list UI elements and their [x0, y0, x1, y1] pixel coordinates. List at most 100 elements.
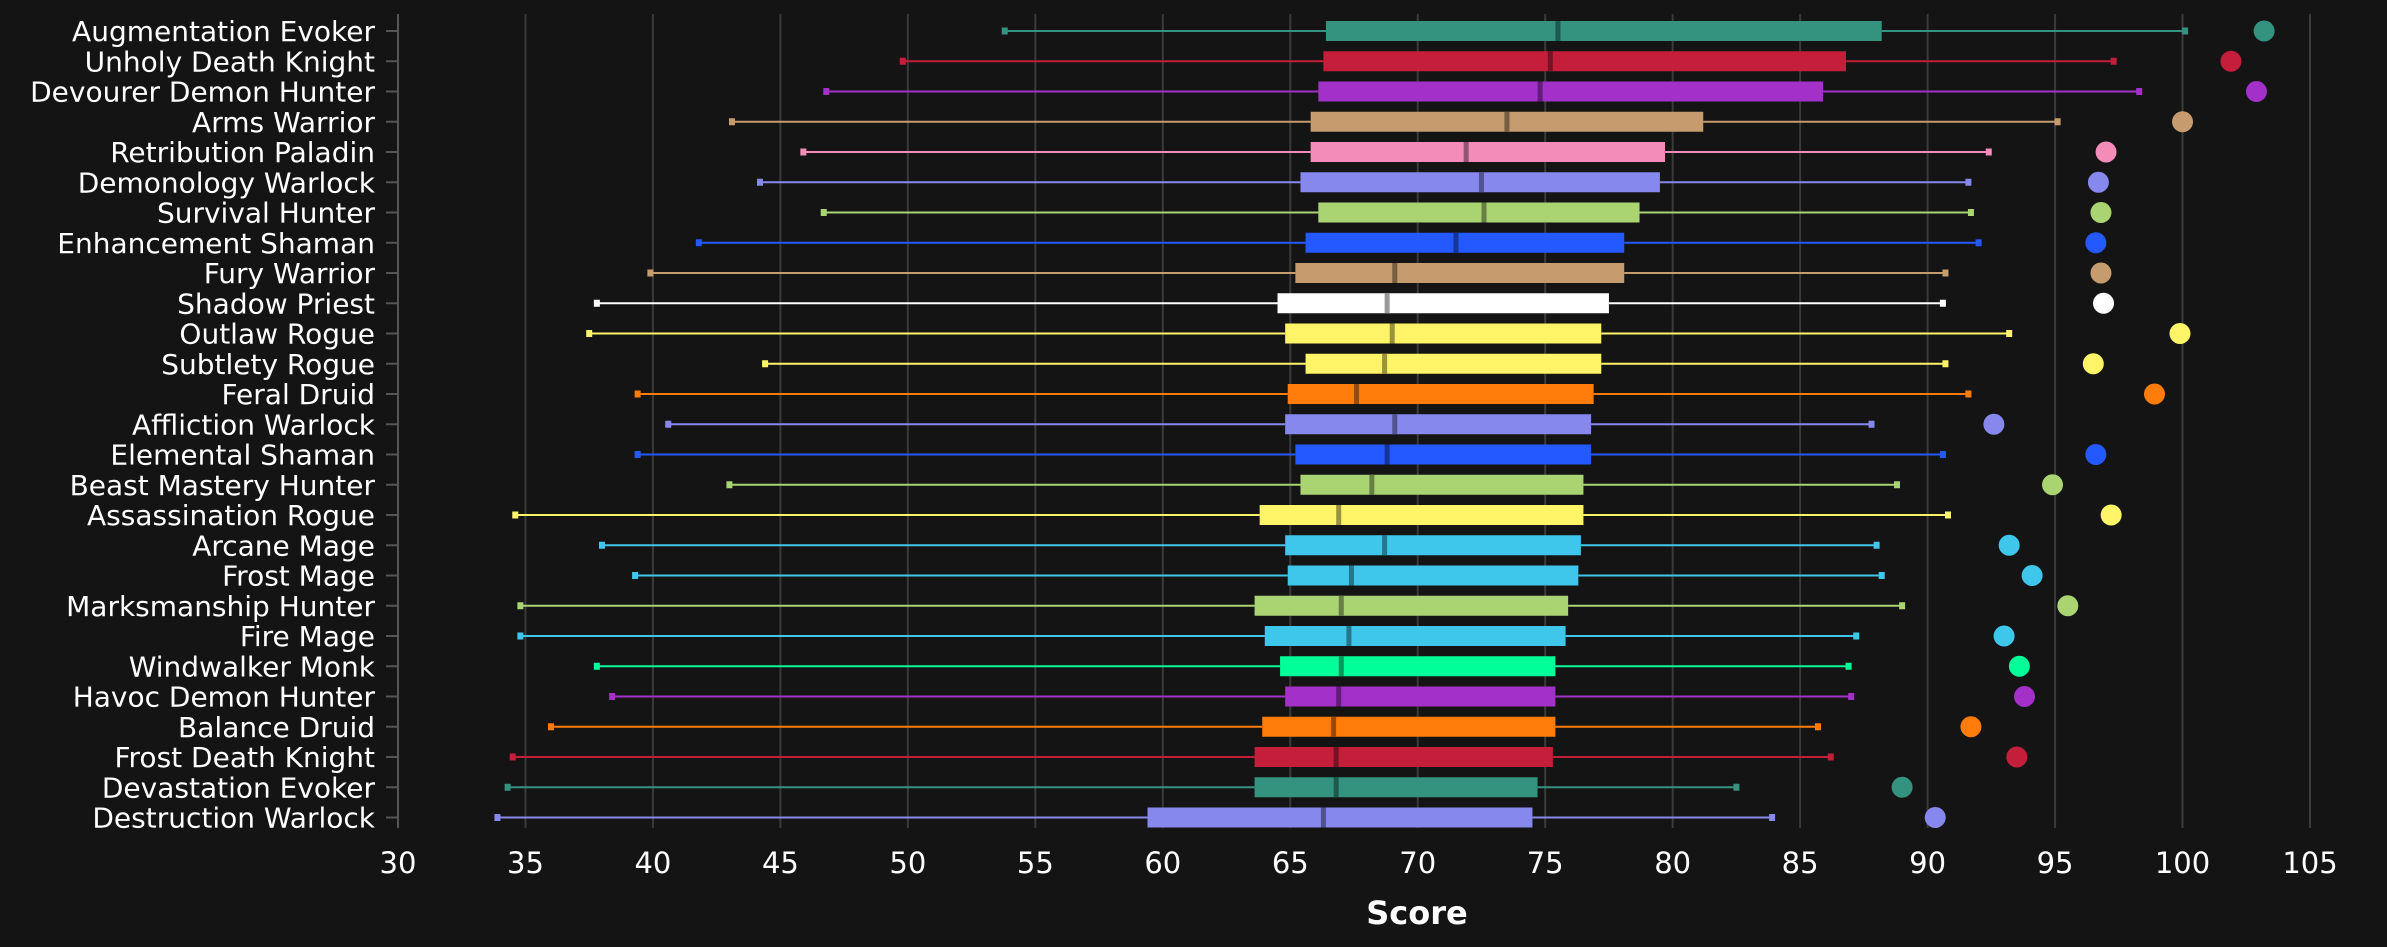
whisker-cap-max [1878, 572, 1885, 579]
whisker-cap-min [800, 148, 807, 156]
whisker-cap-max [1827, 753, 1834, 761]
category-label: Frost Mage [222, 560, 375, 593]
box [1254, 777, 1538, 798]
median-line [1369, 474, 1375, 495]
top-score-dot [2085, 444, 2107, 465]
whisker-cap-max [1899, 602, 1906, 610]
whisker-cap-min [695, 239, 702, 247]
median-line [1333, 747, 1339, 767]
series-row [728, 111, 2194, 133]
category-label: Windwalker Monk [129, 650, 376, 683]
series-row [504, 776, 1913, 798]
top-score-dot [2085, 232, 2107, 254]
x-tick-label: 45 [762, 846, 799, 880]
median-line [1336, 505, 1342, 525]
whisker-cap-max [2110, 57, 2117, 65]
median-line [1336, 686, 1342, 707]
category-label: Feral Druid [221, 378, 375, 411]
box [1264, 626, 1566, 646]
whisker-cap-min [632, 572, 639, 579]
whisker-cap-min [726, 481, 733, 489]
series-row [1001, 20, 2275, 42]
box [1147, 807, 1533, 828]
box [1254, 747, 1553, 767]
x-tick-label: 80 [1654, 846, 1691, 880]
top-score-dot [2090, 262, 2112, 284]
x-tick-label: 40 [634, 846, 671, 880]
top-score-dot [2172, 111, 2194, 133]
whisker-cap-min [593, 662, 600, 670]
top-score-dot [2220, 50, 2242, 72]
whisker-cap-min [634, 451, 641, 458]
median-line [1338, 595, 1344, 616]
top-score-dot [2008, 655, 2030, 677]
whisker-cap-max [1965, 390, 1972, 398]
whisker-cap-max [2006, 330, 2013, 337]
category-label: Fury Warrior [204, 257, 376, 290]
series-marks [494, 20, 2275, 828]
x-axis-label: Score [1366, 894, 1467, 932]
whisker-cap-min [593, 299, 600, 307]
x-tick-label: 30 [380, 846, 417, 880]
category-label: Survival Hunter [157, 197, 376, 230]
category-label: Outlaw Rogue [179, 318, 375, 351]
top-score-dot [2245, 81, 2267, 102]
box [1323, 51, 1847, 72]
category-label: Affliction Warlock [132, 408, 376, 441]
box [1305, 353, 1602, 374]
x-tick-label: 70 [1399, 846, 1436, 880]
whisker-cap-min [823, 88, 830, 95]
series-row [899, 50, 2242, 72]
category-label: Destruction Warlock [92, 802, 375, 835]
whisker-cap-max [1733, 783, 1740, 791]
box [1285, 535, 1581, 556]
top-score-dot [2143, 383, 2165, 405]
box [1280, 656, 1556, 677]
x-tick-label: 95 [2037, 846, 2074, 880]
whisker-cap-min [665, 420, 672, 428]
top-score-dot [2057, 595, 2079, 617]
median-line [1338, 656, 1344, 677]
box [1318, 202, 1640, 223]
series-row [598, 534, 2020, 556]
category-label: Fire Mage [240, 620, 375, 653]
box [1287, 384, 1594, 404]
median-line [1504, 111, 1510, 132]
median-line [1463, 142, 1469, 162]
whisker-cap-min [517, 632, 524, 640]
box [1277, 293, 1609, 314]
median-line [1331, 716, 1337, 737]
median-line [1346, 626, 1352, 646]
category-label: Shadow Priest [177, 287, 375, 320]
whisker-cap-min [728, 118, 735, 126]
top-score-dot [2169, 323, 2191, 344]
top-score-dot [2093, 292, 2115, 314]
x-tick-label: 60 [1144, 846, 1181, 880]
series-row [647, 262, 2112, 284]
series-row [820, 202, 2112, 223]
category-label: Augmentation Evoker [72, 15, 375, 48]
x-tick-label: 65 [1272, 846, 1309, 880]
series-row [726, 474, 2064, 496]
grid-lines [524, 14, 2311, 828]
median-line [1478, 172, 1484, 193]
category-label: Arms Warrior [192, 106, 375, 139]
whisker-cap-max [1985, 148, 1992, 156]
top-score-dot [1983, 413, 2005, 435]
median-line [1481, 202, 1487, 223]
box [1310, 142, 1666, 162]
series-row [586, 323, 2191, 344]
top-score-dot [2090, 202, 2112, 223]
whisker-cap-min [820, 209, 827, 216]
top-score-dot [2042, 474, 2064, 496]
x-tick-label: 100 [2155, 846, 2210, 880]
box [1262, 716, 1556, 737]
whisker-cap-min [494, 814, 501, 821]
category-label: Arcane Mage [192, 529, 375, 562]
category-label: Enhancement Shaman [57, 227, 375, 260]
whisker-cap-max [1873, 541, 1880, 549]
x-tick-label: 55 [1017, 846, 1054, 880]
series-row [665, 413, 2005, 435]
median-line [1382, 535, 1388, 556]
